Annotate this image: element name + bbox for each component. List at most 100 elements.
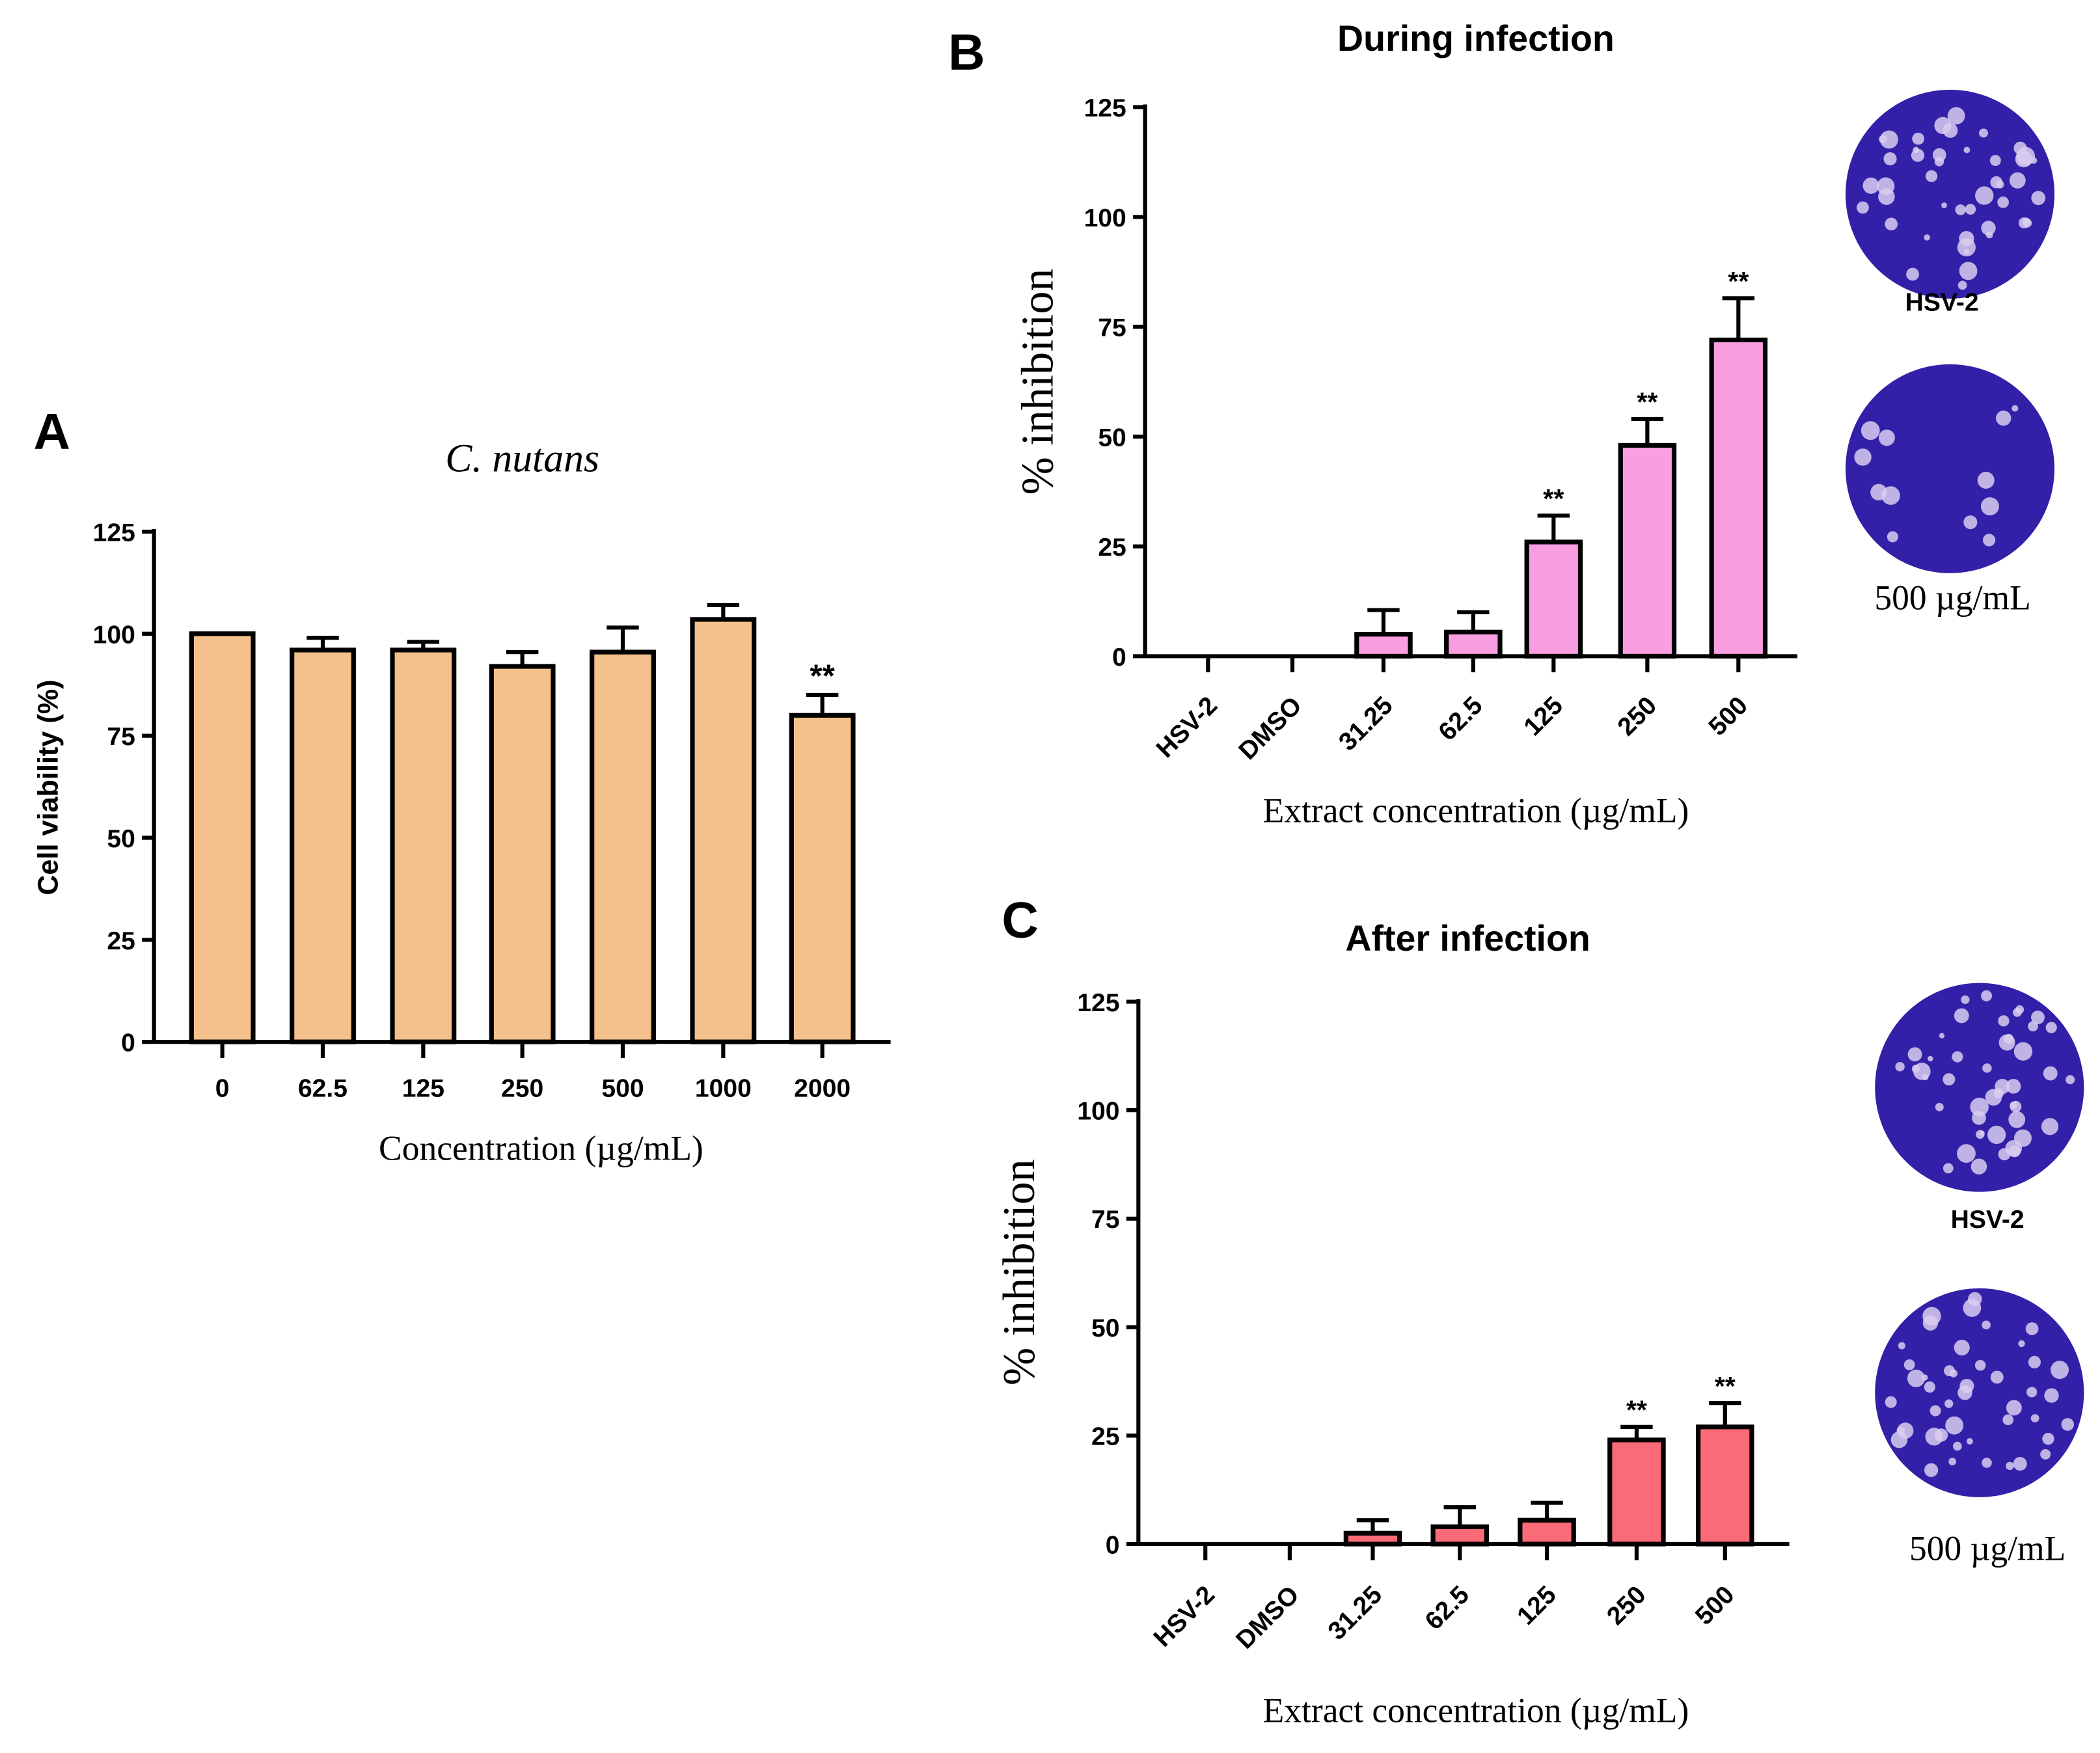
plaque-spot — [1890, 1431, 1908, 1448]
plaque-spot — [1963, 515, 1978, 530]
x-tick-label: 125 — [1519, 692, 1569, 742]
plaque-spot — [2015, 1005, 2025, 1014]
plaque-spot — [1934, 157, 1944, 167]
plaque-spot — [2028, 1355, 2041, 1368]
plaque-spot — [1870, 483, 1887, 501]
x-tick-label: 250 — [1613, 692, 1663, 742]
plaque-spot — [2010, 1100, 2022, 1113]
plaque-spot — [2018, 1340, 2025, 1348]
panel-label-b: B — [948, 23, 985, 81]
x-tick-label: DMSO — [1231, 1581, 1304, 1654]
plaque-spot — [1924, 1463, 1939, 1477]
plaque-spot — [1980, 497, 1999, 516]
y-tick-label: 50 — [1091, 1314, 1119, 1342]
plaque-spot — [1970, 1097, 1989, 1117]
bar — [1524, 539, 1583, 659]
plaque-spot — [1982, 1063, 1992, 1073]
bar — [690, 617, 757, 1044]
plaque-spot — [1898, 1342, 1905, 1350]
x-tick-label: 125 — [1512, 1581, 1562, 1631]
x-tick-label: HSV-2 — [1149, 1581, 1220, 1652]
plaque-spot — [2006, 1461, 2014, 1471]
plaque-spot — [1998, 1034, 2015, 1051]
significance-marker: ** — [810, 659, 835, 694]
chart-title: C. nutans — [445, 436, 599, 480]
chart-title: During infection — [1337, 18, 1615, 59]
plaque-spot — [1945, 1416, 1964, 1435]
plaque-spot — [1990, 176, 2003, 189]
bar — [789, 713, 856, 1044]
plaque-spot — [1957, 280, 1967, 290]
x-tick-label: 62.5 — [1420, 1581, 1475, 1635]
plaque-spot — [1954, 1008, 1969, 1024]
plaque-spot — [2013, 1042, 2033, 1061]
plaque-spot — [1922, 1374, 1928, 1381]
plaque-spot — [2051, 1361, 2069, 1379]
plaque-spot — [2016, 146, 2036, 166]
plaque-spot — [2043, 1066, 2058, 1081]
bar — [1343, 1530, 1402, 1547]
plaque-spot — [1974, 1360, 1986, 1371]
x-tick-label: 31.25 — [1323, 1581, 1388, 1646]
significance-marker: ** — [1543, 483, 1564, 513]
plaque-spot — [1944, 1399, 1954, 1408]
bar — [1430, 1524, 1490, 1547]
y-tick-label: 75 — [1098, 314, 1126, 342]
plaque-spot — [1895, 1061, 1905, 1072]
plaque-spot — [1966, 1437, 1973, 1445]
plaque-spot — [1878, 429, 1895, 446]
y-tick-label: 0 — [121, 1029, 135, 1057]
x-tick-label: 250 — [501, 1075, 543, 1103]
bar — [1354, 632, 1413, 659]
y-tick-label: 50 — [1098, 424, 1126, 452]
plaque-spot — [1959, 262, 1978, 280]
y-tick-label: 100 — [1084, 204, 1126, 232]
significance-marker: ** — [1637, 387, 1657, 417]
plaque-plate-500 — [1845, 364, 2055, 573]
plaque-plate-500 — [1875, 1288, 2084, 1497]
plaque-spot — [1954, 1339, 1970, 1355]
plaque-spot — [1883, 152, 1897, 166]
bar — [1709, 337, 1768, 659]
plaque-spot — [1941, 202, 1947, 208]
plaque-spot — [1981, 990, 1993, 1001]
x-tick-label: 500 — [1690, 1581, 1740, 1631]
plaque-spot — [1995, 410, 2011, 426]
plaque-spot — [1862, 177, 1879, 194]
plaque-spot — [1982, 1320, 1991, 1329]
plaque-spot — [1948, 1458, 1956, 1465]
plaque-spot — [1970, 1158, 1987, 1175]
x-axis-label: Concentration (µg/mL) — [379, 1128, 703, 1167]
plaque-spot — [1955, 204, 1966, 215]
x-axis-label: Extract concentration (µg/mL) — [1263, 1691, 1689, 1730]
y-axis-label: % inhibition — [994, 1159, 1044, 1385]
plaque-spot — [1963, 146, 1970, 154]
plaque-spot — [2041, 1118, 2059, 1135]
plaque-spot — [1998, 1015, 2010, 1027]
y-tick-label: 125 — [93, 519, 135, 547]
y-tick-label: 25 — [107, 927, 135, 955]
plaque-spot — [1943, 1073, 1956, 1086]
chart-title: After infection — [1345, 918, 1590, 958]
plaque-spot — [2028, 1021, 2038, 1032]
plaque-spot — [2061, 1418, 2074, 1431]
plaque-spot — [1963, 249, 1970, 255]
plaque-spot — [1857, 201, 1869, 214]
panel-label-c: C — [1002, 891, 1038, 949]
plaque-spot — [1965, 204, 1976, 215]
plaque-spot — [1993, 1088, 2004, 1098]
y-tick-label: 125 — [1077, 989, 1119, 1017]
plaque-plate-hsv2 — [1875, 983, 2084, 1192]
plaque-spot — [1911, 1065, 1920, 1073]
y-tick-label: 50 — [107, 825, 135, 853]
plaque-spot — [1952, 1051, 1963, 1063]
bar — [290, 647, 356, 1044]
plaque-spot — [2006, 1400, 2022, 1416]
y-tick-label: 75 — [107, 723, 135, 751]
x-tick-label: 62.5 — [298, 1075, 348, 1103]
plaque-spot — [2008, 1111, 2026, 1128]
plate-label-500: 500 µg/mL — [1874, 578, 2030, 617]
plate-label-hsv2: HSV-2 — [1905, 288, 1979, 316]
y-axis-label: Cell viability (%) — [33, 679, 64, 895]
